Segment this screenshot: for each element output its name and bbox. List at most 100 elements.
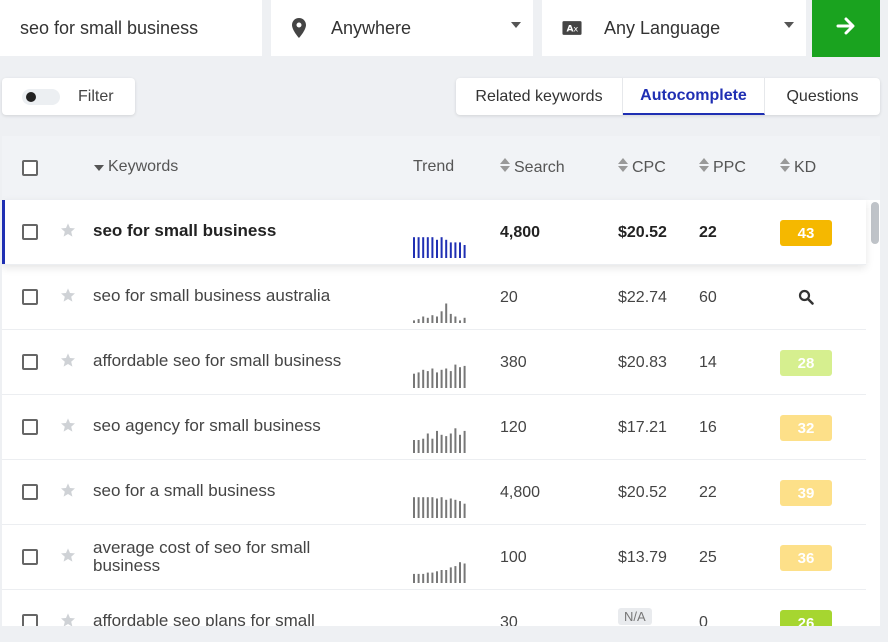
search-volume: 120 — [500, 419, 527, 436]
column-ppc[interactable]: PPC — [699, 158, 746, 177]
trend-sparkline — [413, 562, 466, 583]
trend-bar — [463, 317, 466, 323]
scrollbar-thumb[interactable] — [871, 202, 879, 244]
filter-toggle[interactable]: Filter — [2, 78, 135, 115]
trend-bar — [449, 371, 452, 388]
star-icon[interactable] — [60, 417, 76, 438]
tab-related-keywords[interactable]: Related keywords — [456, 78, 623, 115]
trend-bar — [422, 573, 425, 583]
trend-bar — [454, 364, 457, 388]
row-checkbox[interactable] — [22, 419, 38, 435]
trend-bar — [422, 438, 425, 453]
sort-desc-icon — [94, 158, 104, 176]
trend-bar — [436, 239, 438, 258]
column-cpc[interactable]: CPC — [618, 158, 666, 177]
ppc-value: 0 — [699, 614, 708, 631]
table-row[interactable]: affordable seo for small business 380 $20.… — [2, 330, 866, 395]
trend-bar — [440, 570, 443, 583]
cpc-value: $22.74 — [618, 289, 667, 306]
star-icon[interactable] — [60, 222, 76, 243]
table-row[interactable]: seo agency for small business 120 $17.21 16… — [2, 395, 866, 460]
cpc-value: $17.21 — [618, 419, 667, 436]
trend-bar — [445, 239, 448, 258]
row-checkbox[interactable] — [22, 354, 38, 370]
trend-bar — [417, 372, 420, 388]
row-checkbox[interactable] — [22, 289, 38, 305]
filter-switch[interactable] — [22, 88, 60, 105]
trend-sparkline — [413, 303, 466, 323]
map-pin-icon — [289, 18, 309, 38]
svg-text:A: A — [567, 25, 574, 35]
column-kd[interactable]: KD — [780, 158, 816, 177]
keyword-text[interactable]: affordable seo for small business — [93, 351, 342, 370]
tab-questions[interactable]: Questions — [786, 87, 859, 105]
star-icon[interactable] — [60, 547, 76, 568]
trend-bar — [445, 499, 448, 518]
star-icon[interactable] — [60, 612, 76, 633]
trend-bar — [445, 436, 448, 453]
row-checkbox[interactable] — [22, 549, 38, 565]
kd-badge: 32 — [780, 415, 832, 441]
trend-bar — [426, 572, 429, 583]
trend-bar — [426, 237, 429, 258]
trend-bar — [426, 497, 429, 518]
kd-badge: 39 — [780, 480, 832, 506]
chevron-down-icon — [784, 22, 794, 28]
chevron-down-icon — [511, 22, 521, 28]
svg-text:x: x — [573, 24, 578, 34]
sort-icon — [699, 158, 709, 177]
ppc-value: 25 — [699, 549, 717, 566]
tab-autocomplete[interactable]: Autocomplete — [623, 78, 765, 115]
column-keywords[interactable]: Keywords — [94, 158, 178, 176]
trend-sparkline — [413, 364, 466, 388]
ppc-value: 60 — [699, 289, 717, 306]
cpc-value: N/A — [618, 608, 652, 625]
select-all-checkbox[interactable] — [22, 160, 38, 176]
table-row[interactable]: seo for small business 4,800 $20.52 22 43 — [2, 200, 866, 265]
keyword-text[interactable]: seo for small business australia — [93, 286, 331, 305]
row-checkbox[interactable] — [22, 484, 38, 500]
cpc-value: $13.79 — [618, 549, 667, 566]
star-icon[interactable] — [60, 352, 76, 373]
star-icon[interactable] — [60, 287, 76, 308]
trend-bar — [426, 433, 429, 453]
search-icon[interactable] — [798, 289, 814, 310]
trend-bar — [454, 242, 457, 258]
scrollbar[interactable] — [868, 200, 880, 642]
search-volume: 380 — [500, 354, 527, 371]
cpc-value: $20.52 — [618, 224, 667, 241]
trend-sparkline — [413, 497, 466, 518]
trend-bar — [459, 320, 461, 323]
keyword-text[interactable]: seo for small business — [93, 221, 277, 240]
keyword-text[interactable]: affordable seo plans for small — [93, 611, 315, 630]
kd-badge: 28 — [780, 350, 832, 376]
trend-bar — [454, 499, 457, 518]
trend-bar — [454, 316, 457, 323]
search-submit-button[interactable] — [812, 0, 880, 57]
keyword-input[interactable]: seo for small business — [0, 0, 262, 56]
location-select-value: Anywhere — [331, 17, 412, 38]
trend-bar — [445, 570, 448, 583]
star-icon[interactable] — [60, 482, 76, 503]
table-row[interactable]: average cost of seo for small business 10… — [2, 525, 866, 590]
keyword-text[interactable]: seo agency for small business — [93, 416, 321, 435]
keyword-text[interactable]: average cost of seo for small business — [93, 538, 311, 575]
row-checkbox[interactable] — [22, 224, 38, 240]
table-row[interactable]: seo for a small business 4,800 $20.52 22 39 — [2, 460, 866, 525]
keyword-text[interactable]: seo for a small business — [93, 481, 276, 500]
column-search[interactable]: Search — [500, 158, 565, 177]
trend-bar — [422, 369, 425, 388]
column-trend-label: Trend — [413, 158, 455, 175]
trend-bar — [431, 438, 434, 453]
trend-bar — [431, 315, 434, 323]
table-row[interactable]: seo for small business australia 20 $22.74… — [2, 265, 866, 330]
trend-bar — [417, 319, 420, 323]
language-select-value: Any Language — [604, 17, 721, 38]
location-select[interactable]: Anywhere — [271, 0, 533, 56]
trend-bar — [431, 497, 434, 518]
trend-bar — [459, 434, 461, 453]
trend-bar — [459, 501, 461, 518]
ppc-value: 22 — [699, 484, 717, 501]
trend-sparkline — [413, 428, 466, 453]
